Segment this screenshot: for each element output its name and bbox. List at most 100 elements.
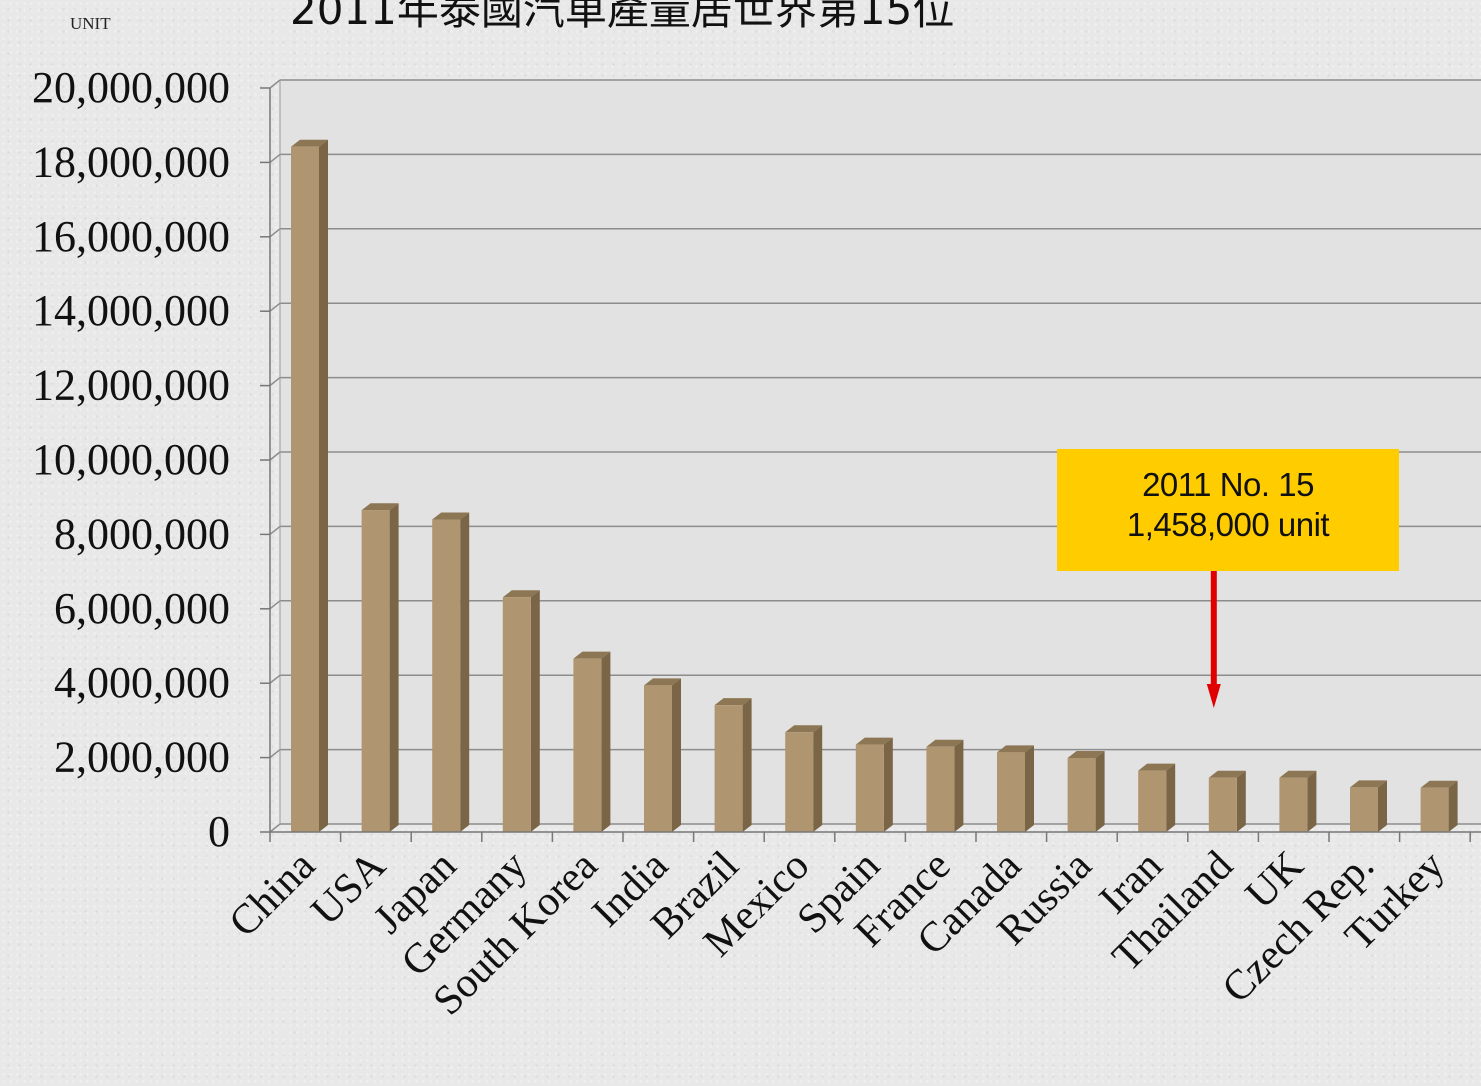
gridline-diagonal	[269, 823, 281, 833]
y-tick-label: 8,000,000	[54, 509, 230, 558]
bar-front	[502, 597, 531, 832]
bar-top	[714, 698, 752, 706]
bar-front	[926, 746, 955, 832]
bar-side	[883, 737, 893, 832]
bar	[997, 745, 1034, 832]
y-tick-label: 6,000,000	[54, 584, 230, 633]
bar-front	[1279, 777, 1308, 832]
bar-front	[1208, 777, 1237, 832]
bar-front	[573, 658, 602, 832]
y-tick-labels: 0 2,000,000 4,000,000 6,000,000 8,000,000 10,…	[32, 63, 230, 856]
bar-top	[432, 512, 470, 520]
bar-front	[644, 685, 672, 832]
y-tick-label: 20,000,000	[32, 63, 230, 112]
bar-side	[813, 725, 823, 832]
bar-side	[601, 651, 611, 832]
bar-top	[1420, 780, 1458, 788]
bar-top	[997, 745, 1034, 753]
bar	[502, 590, 540, 832]
bar	[432, 512, 470, 832]
bar-side	[530, 590, 540, 832]
gridline-diagonal	[269, 228, 281, 238]
bar-top	[502, 590, 540, 598]
x-tick-label: China	[221, 842, 325, 946]
bar-side	[954, 739, 964, 832]
bar-top	[644, 678, 681, 686]
gridline-diagonal	[269, 377, 281, 387]
bar-front	[291, 146, 319, 832]
bar-front	[1350, 787, 1378, 832]
bar	[573, 651, 611, 832]
bar-top	[855, 737, 893, 745]
bar-side	[1025, 745, 1034, 832]
arrow-head	[1206, 684, 1221, 708]
bar-top	[291, 139, 328, 147]
bar	[785, 725, 823, 832]
y-tick-label: 16,000,000	[32, 212, 230, 261]
bar-top	[1350, 780, 1387, 788]
gridline-diagonal	[269, 525, 281, 535]
callout-arrow	[1206, 571, 1221, 708]
bar-top	[1208, 770, 1246, 778]
y-tick-label: 10,000,000	[32, 435, 230, 484]
gridline-diagonal	[269, 674, 281, 684]
callout-line-2: 1,458,000 unit	[1126, 506, 1330, 543]
bar-top	[1279, 770, 1317, 778]
bar-side	[1378, 780, 1387, 832]
bars	[291, 139, 1458, 832]
y-tick-label: 2,000,000	[54, 733, 230, 782]
bar-top	[1138, 763, 1176, 771]
bar	[361, 503, 399, 832]
bar-side	[1095, 750, 1105, 832]
bar-front	[855, 744, 884, 832]
bar-top	[573, 651, 611, 659]
bar-front	[714, 705, 743, 832]
bar	[1350, 780, 1387, 832]
bar-front	[1138, 770, 1167, 832]
bar	[926, 739, 964, 832]
bar-front	[361, 510, 390, 832]
bar-side	[389, 503, 399, 832]
gridline-diagonal	[269, 302, 281, 312]
y-tick-label: 12,000,000	[32, 361, 230, 410]
bar-top	[361, 503, 399, 511]
bar-top	[785, 725, 823, 733]
bar-side	[319, 139, 328, 832]
bar-front	[1420, 787, 1449, 832]
chart-title: 2011年泰國汽車產量居世界第15位	[290, 0, 955, 34]
bar-side	[672, 678, 681, 832]
y-unit-label: UNIT	[70, 14, 111, 33]
bar	[644, 678, 681, 832]
bar	[1067, 750, 1105, 832]
y-tick-label: 14,000,000	[32, 286, 230, 335]
bar	[1279, 770, 1317, 832]
bar-top	[926, 739, 964, 747]
bar-front	[997, 752, 1025, 832]
bar	[291, 139, 328, 832]
gridline-diagonal	[269, 79, 281, 89]
bar-top	[1067, 750, 1105, 758]
bar-front	[432, 519, 461, 832]
bar-side	[460, 512, 470, 832]
gridline-diagonal	[269, 451, 281, 461]
y-tick-label: 0	[208, 807, 230, 856]
bar	[714, 698, 752, 832]
bar	[1138, 763, 1176, 832]
thailand-callout: 2011 No. 15 1,458,000 unit	[1057, 449, 1399, 571]
gridline-diagonal	[269, 153, 281, 163]
gridline-diagonal	[269, 600, 281, 610]
bar	[1208, 770, 1246, 832]
callout-line-1: 2011 No. 15	[1142, 466, 1314, 503]
y-tick-label: 18,000,000	[32, 137, 230, 186]
bar-side	[1448, 780, 1458, 832]
bar	[855, 737, 893, 832]
bar	[1420, 780, 1458, 832]
y-tick-label: 4,000,000	[54, 658, 230, 707]
bar-front	[1067, 757, 1096, 832]
bar-side	[1166, 763, 1176, 832]
bar-side	[742, 698, 752, 832]
bar-side	[1236, 770, 1246, 832]
gridline-diagonal	[269, 749, 281, 759]
